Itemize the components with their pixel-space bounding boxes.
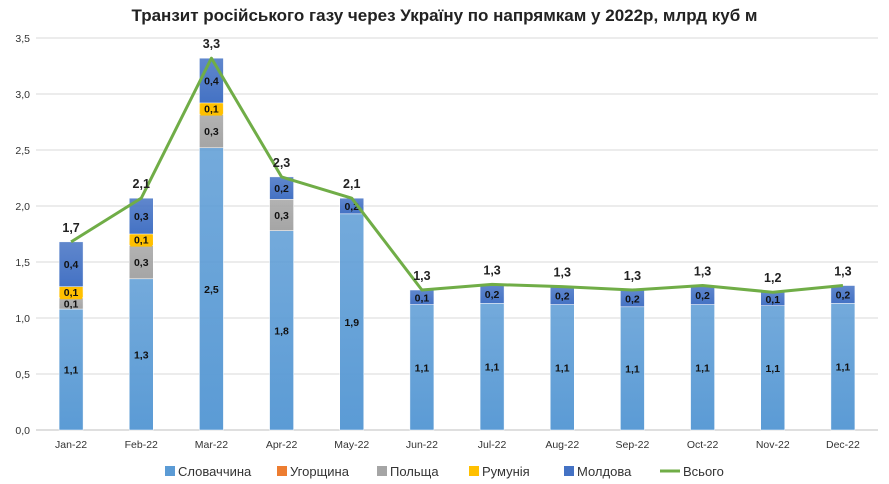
bar-segment: [620, 306, 645, 431]
data-label: 1,1: [765, 363, 780, 375]
data-label: 0,2: [555, 291, 570, 303]
y-tick-label: 1,0: [15, 313, 30, 325]
legend-swatch: [165, 466, 175, 476]
data-label: 0,1: [134, 235, 149, 247]
data-label: 0,2: [485, 289, 500, 301]
data-label: 1,1: [64, 365, 79, 377]
data-label: 1,1: [485, 362, 500, 374]
data-label: 1,1: [415, 362, 430, 374]
data-label: 0,3: [134, 211, 149, 223]
legend-swatch: [277, 466, 287, 476]
total-label: 1,2: [764, 271, 781, 285]
data-label: 0,3: [274, 210, 289, 222]
bar-segment: [58, 308, 84, 431]
total-label: 1,7: [62, 221, 79, 235]
data-label: 1,3: [134, 349, 149, 361]
bar-segment: [409, 304, 435, 431]
bar-segment: [690, 304, 715, 431]
data-label: 1,1: [625, 363, 640, 375]
data-label: 0,2: [625, 293, 640, 305]
total-label: 3,3: [203, 37, 220, 51]
data-label: 1,1: [836, 362, 851, 374]
data-label: 1,9: [344, 317, 359, 329]
data-label: 1,1: [695, 362, 710, 374]
x-tick-label: Nov-22: [756, 439, 790, 451]
bar-segment: [129, 278, 154, 431]
legend-swatch: [564, 466, 574, 476]
data-label-box: [130, 232, 153, 247]
bar-segment: [479, 303, 505, 431]
data-label: 0,2: [695, 290, 710, 302]
x-tick-label: Apr-22: [266, 439, 298, 451]
total-label: 1,3: [694, 265, 711, 279]
y-tick-label: 3,5: [15, 33, 30, 45]
x-tick-label: Mar-22: [195, 439, 228, 451]
x-tick-label: Sep-22: [615, 439, 649, 451]
data-label: 1,8: [274, 325, 289, 337]
total-label: 1,3: [834, 265, 851, 279]
total-label: 1,3: [483, 263, 500, 277]
y-tick-label: 2,0: [15, 201, 30, 213]
bar-segment: [58, 241, 84, 287]
legend-label: Польща: [390, 464, 439, 479]
bar-segment: [269, 199, 294, 231]
legend-label: Всього: [683, 464, 724, 479]
y-tick-label: 2,5: [15, 145, 30, 157]
data-label: 0,1: [415, 292, 430, 304]
chart-title: Транзит російського газу через Україну п…: [131, 6, 758, 25]
data-label: 2,5: [204, 284, 219, 296]
data-label: 0,1: [765, 294, 780, 306]
y-tick-label: 0,5: [15, 369, 30, 381]
legend-label: Румунія: [482, 464, 530, 479]
legend-label: Молдова: [577, 464, 632, 479]
x-tick-label: Jun-22: [406, 439, 438, 451]
bar-segment: [830, 303, 856, 431]
x-tick-label: Aug-22: [545, 439, 579, 451]
total-label: 2,1: [133, 177, 150, 191]
total-label: 2,3: [273, 156, 290, 170]
total-label: 1,3: [554, 266, 571, 280]
data-label: 0,1: [64, 287, 79, 299]
data-label: 0,2: [274, 183, 289, 195]
data-label-box: [60, 285, 83, 300]
data-label: 0,1: [204, 104, 219, 116]
y-tick-label: 1,5: [15, 257, 30, 269]
x-tick-label: Jul-22: [478, 439, 507, 451]
bar-segment: [269, 230, 294, 431]
x-tick-label: May-22: [334, 439, 369, 451]
x-tick-label: Feb-22: [125, 439, 158, 451]
bar-segment: [129, 244, 154, 280]
x-tick-label: Oct-22: [687, 439, 719, 451]
data-label: 0,3: [134, 257, 149, 269]
total-label: 1,3: [624, 269, 641, 283]
y-tick-label: 3,0: [15, 89, 30, 101]
legend-label: Угорщина: [290, 464, 350, 479]
data-label: 0,2: [836, 289, 851, 301]
data-label: 0,1: [64, 298, 79, 310]
x-tick-label: Jan-22: [55, 439, 87, 451]
bar-segment: [550, 304, 575, 431]
data-label: 0,4: [64, 259, 79, 271]
bar-segment: [199, 113, 224, 149]
total-line: [70, 56, 844, 294]
total-label: 2,1: [343, 177, 360, 191]
data-label: 0,3: [204, 126, 219, 138]
y-tick-label: 0,0: [15, 425, 30, 437]
bar-segment: [339, 213, 364, 431]
total-label: 1,3: [413, 269, 430, 283]
bar-segment: [760, 305, 785, 431]
data-label-box: [200, 101, 223, 116]
bar-segment: [199, 147, 224, 431]
data-label: 0,4: [204, 76, 219, 88]
legend-label: Словаччина: [178, 464, 252, 479]
x-tick-label: Dec-22: [826, 439, 860, 451]
legend-swatch: [469, 466, 479, 476]
legend-swatch: [377, 466, 387, 476]
data-label: 1,1: [555, 362, 570, 374]
